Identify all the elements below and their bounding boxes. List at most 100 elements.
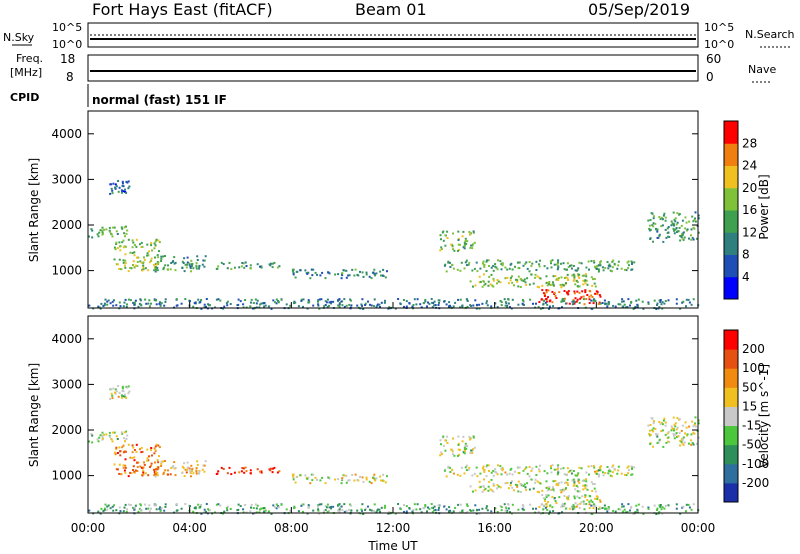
scatter-cell: [158, 250, 160, 253]
scatter-cell: [562, 298, 564, 300]
scatter-cell: [546, 489, 549, 492]
scatter-cell: [509, 481, 512, 484]
scatter-cell: [633, 261, 636, 264]
scatter-cell: [652, 217, 655, 220]
scatter-cell: [523, 303, 525, 306]
scatter-cell: [659, 218, 662, 221]
scatter-cell: [491, 489, 494, 492]
scatter-cell: [542, 299, 545, 302]
power-panel-frame: [87, 110, 699, 309]
scatter-cell: [226, 505, 229, 508]
scatter-cell: [472, 231, 475, 234]
scatter-cell: [430, 503, 433, 505]
scatter-cell: [158, 507, 161, 510]
scatter-cell: [170, 467, 173, 469]
scatter-cell: [127, 298, 130, 301]
scatter-cell: [341, 479, 344, 482]
scatter-cell: [451, 449, 454, 452]
scatter-cell: [369, 508, 371, 511]
scatter-cell: [459, 503, 462, 506]
scatter-cell: [320, 503, 323, 506]
scatter-cell: [438, 301, 440, 304]
scatter-cell: [478, 303, 481, 306]
scatter-cell: [160, 257, 163, 260]
scatter-cell: [472, 230, 475, 233]
scatter-cell: [499, 281, 502, 284]
scatter-cell: [497, 259, 499, 262]
scatter-cell: [617, 508, 620, 511]
scatter-cell: [598, 294, 601, 297]
scatter-cell: [565, 481, 568, 484]
scatter-cell: [276, 471, 279, 474]
noise-right-label: N.Search: [745, 28, 795, 41]
scatter-cell: [675, 432, 678, 435]
scatter-cell: [277, 301, 280, 304]
scatter-cell: [609, 474, 612, 477]
scatter-cell: [652, 420, 655, 423]
scatter-cell: [317, 508, 320, 511]
scatter-cell: [688, 425, 691, 428]
scatter-cell: [388, 306, 391, 309]
scatter-cell: [150, 462, 153, 465]
scatter-cell: [338, 298, 341, 301]
scatter-cell: [566, 262, 569, 265]
scatter-cell: [637, 298, 640, 301]
scatter-cell: [620, 267, 623, 270]
scatter-cell: [652, 225, 655, 228]
scatter-cell: [106, 508, 109, 511]
scatter-cell: [190, 464, 193, 467]
scatter-cell: [420, 511, 423, 514]
scatter-cell: [479, 280, 482, 283]
scatter-cell: [469, 451, 472, 454]
scatter-cell: [116, 438, 119, 440]
scatter-cell: [684, 216, 687, 219]
scatter-cell: [517, 266, 520, 269]
scatter-cell: [115, 435, 118, 438]
scatter-cell: [597, 264, 600, 267]
scatter-cell: [517, 275, 520, 278]
scatter-cell: [192, 472, 195, 475]
scatter-cell: [420, 306, 423, 309]
scatter-cell: [526, 267, 529, 270]
scatter-cell: [577, 472, 580, 475]
scatter-cell: [452, 267, 455, 270]
scatter-cell: [664, 219, 667, 222]
scatter-cell: [354, 268, 357, 271]
scatter-cell: [180, 302, 183, 305]
scatter-cell: [154, 445, 157, 448]
y-tick-label: 1000: [51, 469, 82, 483]
scatter-cell: [680, 429, 683, 432]
scatter-cell: [341, 274, 344, 277]
scatter-cell: [386, 270, 388, 273]
scatter-cell: [506, 509, 509, 512]
scatter-cell: [114, 391, 116, 394]
scatter-cell: [285, 303, 288, 306]
scatter-cell: [465, 447, 468, 450]
scatter-cell: [587, 260, 590, 263]
scatter-cell: [345, 304, 348, 307]
scatter-cell: [688, 301, 691, 304]
scatter-cell: [557, 266, 560, 269]
scatter-cell: [132, 260, 135, 263]
scatter-cell: [606, 466, 609, 468]
scatter-cell: [592, 298, 595, 301]
scatter-cell: [542, 504, 545, 507]
scatter-cell: [660, 421, 663, 424]
scatter-cell: [387, 512, 390, 515]
scatter-cell: [370, 304, 373, 307]
scatter-cell: [675, 227, 678, 230]
scatter-cell: [697, 436, 700, 439]
scatter-cell: [468, 261, 471, 264]
scatter-cell: [139, 298, 142, 301]
colorbar-tick-label: -15: [742, 419, 762, 433]
scatter-cell: [552, 281, 554, 284]
scatter-cell: [153, 242, 156, 245]
scatter-cell: [542, 508, 545, 511]
scatter-cell: [607, 301, 610, 303]
scatter-cell: [469, 304, 472, 307]
scatter-cell: [382, 473, 385, 476]
scatter-cell: [673, 437, 676, 440]
scatter-cell: [567, 290, 570, 293]
scatter-cell: [415, 508, 418, 511]
